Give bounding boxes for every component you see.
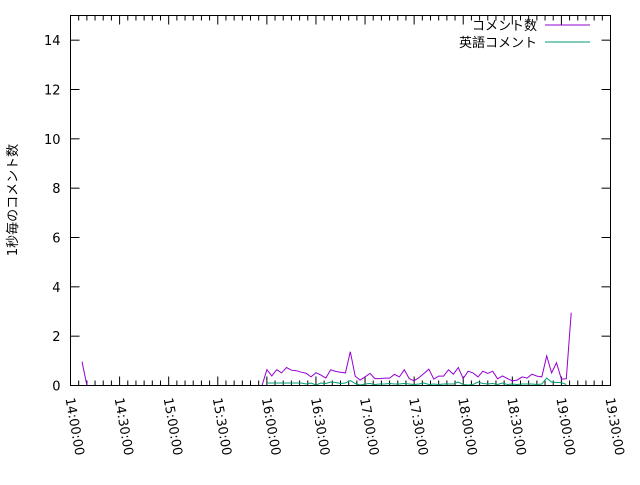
series-lines [82,313,571,386]
y-tick-label: 8 [52,182,60,197]
y-tick-label: 12 [44,84,61,99]
legend-label: コメント数 [472,19,537,34]
x-tick-label: 18:00:00 [454,397,479,457]
x-tick-label: 19:30:00 [602,397,627,457]
axis-ticks: 14:00:00 14:30:00 15:00:00 15:30:00 16:00:00… [44,16,627,457]
legend-label: 英語コメント [459,35,537,51]
x-tick-label: 15:00:00 [160,397,185,457]
y-tick-label: 10 [44,133,61,148]
y-tick-label: 14 [44,34,61,49]
y-tick-label: 4 [52,281,60,296]
y-axis-label: 1秒毎のコメント数 [5,144,21,256]
x-tick-label: 17:00:00 [356,397,381,457]
x-tick-label: 19:00:00 [552,397,577,457]
x-tick-label: 14:00:00 [62,397,87,457]
x-tick-label: 14:30:00 [111,397,136,457]
y-tick-label: 2 [52,330,60,345]
x-tick-label: 18:30:00 [503,397,528,457]
x-tick-label: 16:00:00 [258,397,283,457]
x-tick-label: 17:30:00 [405,397,430,457]
y-tick-label: 6 [52,232,60,247]
y-tick-label: 0 [52,380,60,395]
plot-frame [71,16,611,386]
x-tick-label: 15:30:00 [209,397,234,457]
x-tick-label: 16:30:00 [307,397,332,457]
series-line-0 [82,313,571,386]
